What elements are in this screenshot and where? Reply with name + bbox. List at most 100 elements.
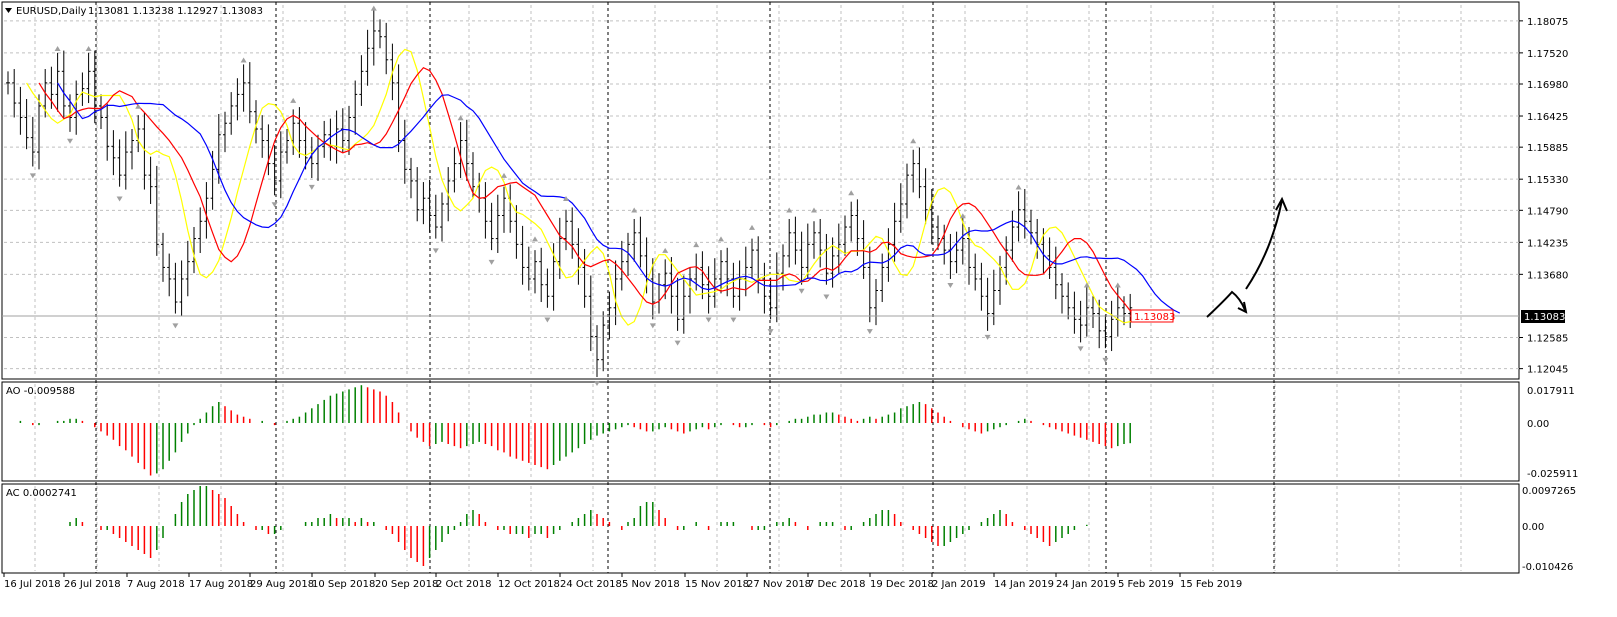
fractal-up-icon: [959, 213, 966, 219]
price-tick-label: 1.17520: [1527, 49, 1568, 60]
fractal-down-icon: [116, 196, 123, 202]
time-tick-label: 24 Oct 2018: [560, 579, 622, 590]
price-tick-label: 1.14235: [1527, 238, 1568, 249]
time-tick-label: 7 Aug 2018: [127, 579, 185, 590]
main-pane-frame: [1, 1, 1520, 380]
ac-pane-frame: [1, 483, 1520, 574]
fractal-down-icon: [432, 248, 439, 254]
time-tick-label: 15 Feb 2019: [1180, 579, 1242, 590]
time-tick-label: 26 Jul 2018: [64, 579, 121, 590]
ma-fast-line: [26, 48, 1150, 326]
ac-axis: 0.0097265 0.00 -0.010426: [1522, 486, 1576, 573]
time-tick-label: 29 Aug 2018: [250, 579, 314, 590]
fractal-up-icon: [85, 46, 92, 52]
fractal-down-icon: [308, 184, 315, 190]
fractal-up-icon: [135, 103, 142, 109]
fractal-down-icon: [674, 340, 681, 346]
ma-mid-line: [38, 66, 1162, 321]
fractal-down-icon: [767, 329, 774, 335]
ao-tick-label: -0.025911: [1527, 469, 1578, 480]
fractal-up-icon: [532, 236, 538, 242]
ao-histogram: [19, 385, 1131, 476]
fractal-up-icon: [563, 195, 569, 201]
fractal-up-icon: [370, 5, 377, 11]
symbol-label: EURUSD,Daily: [16, 6, 87, 17]
fractal-up-icon: [631, 207, 638, 213]
fractal-down-icon: [730, 317, 737, 323]
fractal-down-icon: [1102, 357, 1109, 363]
ao-label: AO -0.009588: [6, 386, 75, 397]
ac-tick-label: -0.010426: [1522, 562, 1573, 573]
fractal-up-icon: [290, 97, 297, 103]
fractal-down-icon: [798, 288, 805, 294]
price-tick-label: 1.16980: [1527, 80, 1568, 91]
ac-label: AC 0.0002741: [6, 488, 77, 499]
time-tick-label: 10 Sep 2018: [312, 579, 375, 590]
ma-slow-line: [57, 82, 1181, 314]
price-tick-label: 1.14790: [1527, 206, 1568, 217]
period-separators: [95, 2, 1275, 573]
fractal-down-icon: [649, 323, 656, 329]
fractal-up-icon: [749, 224, 755, 230]
down-arrow-head: [1237, 301, 1248, 314]
time-tick-label: 19 Dec 2018: [870, 579, 934, 590]
fractal-down-icon: [1077, 346, 1084, 352]
time-tick-label: 15 Nov 2018: [685, 579, 749, 590]
price-tick-label: 1.15885: [1527, 143, 1568, 154]
price-marker-box: [1130, 309, 1174, 323]
fractal-up-icon: [457, 115, 464, 121]
time-tick-label: 5 Feb 2019: [1118, 579, 1174, 590]
fractal-up-icon: [240, 57, 247, 63]
time-axis: 16 Jul 2018 26 Jul 2018 7 Aug 2018 17 Aug 2…: [3, 573, 1242, 590]
time-tick-label: 27 Nov 2018: [747, 579, 811, 590]
fractal-down-icon: [67, 138, 73, 144]
fractal-markers: [29, 5, 1121, 386]
fractal-up-icon: [501, 172, 507, 178]
fractal-down-icon: [594, 381, 600, 386]
fractal-up-icon: [693, 242, 700, 248]
fractal-down-icon: [823, 294, 830, 300]
down-arrow-curve: [1206, 290, 1246, 318]
fractal-up-icon: [811, 207, 817, 213]
ao-pane-frame: [1, 381, 1520, 482]
ao-tick-label: 0.00: [1527, 419, 1549, 430]
up-arrow-curve: [1245, 199, 1283, 290]
fractal-up-icon: [786, 207, 793, 213]
ac-histogram: [69, 486, 1088, 566]
current-price-badge: [1521, 310, 1565, 323]
ac-tick-label: 0.0097265: [1522, 486, 1576, 497]
time-tick-label: 2 Oct 2018: [436, 579, 491, 590]
fractal-down-icon: [544, 317, 551, 323]
fractal-down-icon: [488, 259, 495, 265]
fractal-down-icon: [271, 202, 278, 208]
price-tick-label: 1.12045: [1527, 365, 1568, 376]
up-arrow-head: [1275, 196, 1288, 212]
fractal-up-icon: [1114, 282, 1121, 288]
time-tick-label: 12 Oct 2018: [498, 579, 560, 590]
price-marker-text: 1.13083: [1134, 312, 1175, 323]
fractal-down-icon: [705, 317, 712, 323]
time-tick-label: 24 Jan 2019: [1056, 579, 1116, 590]
fractal-up-icon: [910, 138, 917, 144]
fractal-up-icon: [1083, 282, 1090, 288]
price-axis: 1.18075 1.17520 1.16980 1.16425 1.15885 1.153…: [1519, 17, 1568, 376]
price-tick-label: 1.15330: [1527, 175, 1568, 186]
fractal-up-icon: [718, 236, 724, 242]
time-tick-label: 2 Jan 2019: [932, 579, 986, 590]
price-tick-label: 1.12585: [1527, 333, 1568, 344]
grid-layer: [4, 5, 1519, 571]
time-tick-label: 20 Sep 2018: [375, 579, 438, 590]
chevron-down-icon[interactable]: [5, 8, 12, 13]
price-tick-label: 1.13680: [1527, 270, 1568, 281]
time-tick-label: 14 Jan 2019: [994, 579, 1054, 590]
fractal-down-icon: [29, 173, 36, 179]
fractal-up-icon: [54, 46, 61, 52]
fractal-down-icon: [947, 282, 954, 288]
fractal-up-icon: [1015, 184, 1022, 190]
time-tick-label: 16 Jul 2018: [4, 579, 61, 590]
ohlc-bars: [6, 10, 1133, 377]
current-price-text: 1.13083: [1524, 312, 1565, 323]
